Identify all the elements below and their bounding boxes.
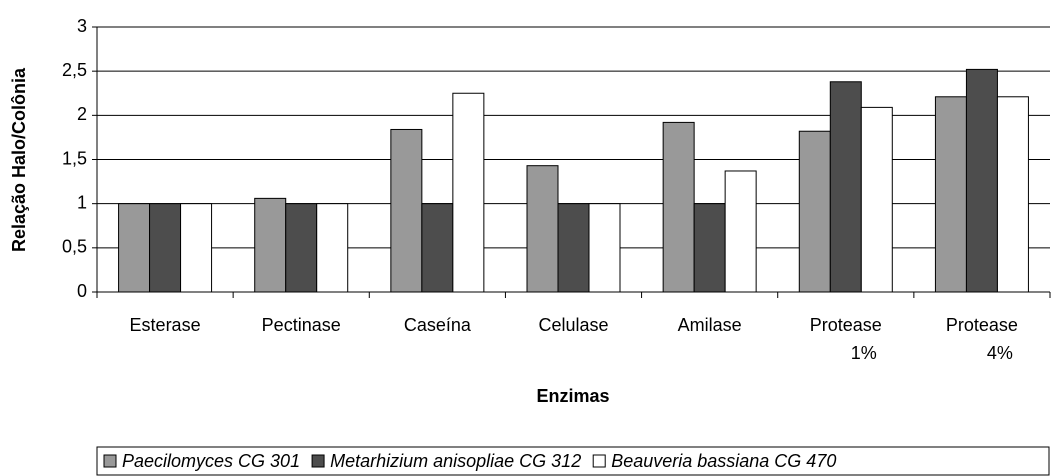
bar	[316, 203, 349, 293]
bar	[254, 197, 287, 293]
legend-label: Paecilomyces CG 301	[122, 451, 300, 471]
bar	[421, 203, 454, 293]
y-tick-label: 3	[77, 16, 87, 36]
bar	[390, 128, 423, 293]
bar	[180, 203, 213, 293]
bar	[285, 203, 318, 293]
legend-box	[96, 446, 1050, 476]
y-tick-label: 0,5	[62, 237, 87, 257]
y-tick-label: 2,5	[62, 60, 87, 80]
legend-swatch	[103, 454, 117, 468]
bar	[557, 203, 590, 293]
bar	[965, 68, 998, 293]
bar	[724, 170, 757, 293]
x-tick-label: Pectinase	[262, 315, 341, 335]
x-tick-label: Caseína	[404, 315, 472, 335]
legend-label: Metarhizium anisopliae CG 312	[330, 451, 581, 471]
legend-swatch	[592, 454, 606, 468]
y-axis-label: Relação Halo/Colônia	[9, 67, 29, 252]
bar	[452, 92, 485, 293]
y-tick-label: 1	[77, 192, 87, 212]
bar	[996, 96, 1029, 293]
y-tick-label: 0	[77, 281, 87, 301]
x-tick-label: Protease 1%	[810, 315, 882, 363]
bar	[860, 106, 893, 293]
bar	[662, 121, 695, 293]
y-tick-label: 1,5	[62, 148, 87, 168]
bar	[693, 203, 726, 293]
bar	[934, 96, 967, 293]
y-tick-label: 2	[77, 104, 87, 124]
bar	[149, 203, 182, 293]
x-tick-label: Esterase	[130, 315, 201, 335]
legend-swatch	[311, 454, 325, 468]
x-tick-label: Protease 4%	[946, 315, 1018, 363]
bar	[798, 130, 831, 293]
bar	[588, 203, 621, 293]
x-tick-label: Amilase	[678, 315, 742, 335]
x-axis-label: Enzimas	[536, 386, 609, 406]
bar	[118, 203, 151, 293]
x-tick-label: Celulase	[538, 315, 608, 335]
bar	[526, 165, 559, 293]
legend-label: Beauveria bassiana CG 470	[611, 451, 836, 471]
bar	[829, 81, 862, 293]
